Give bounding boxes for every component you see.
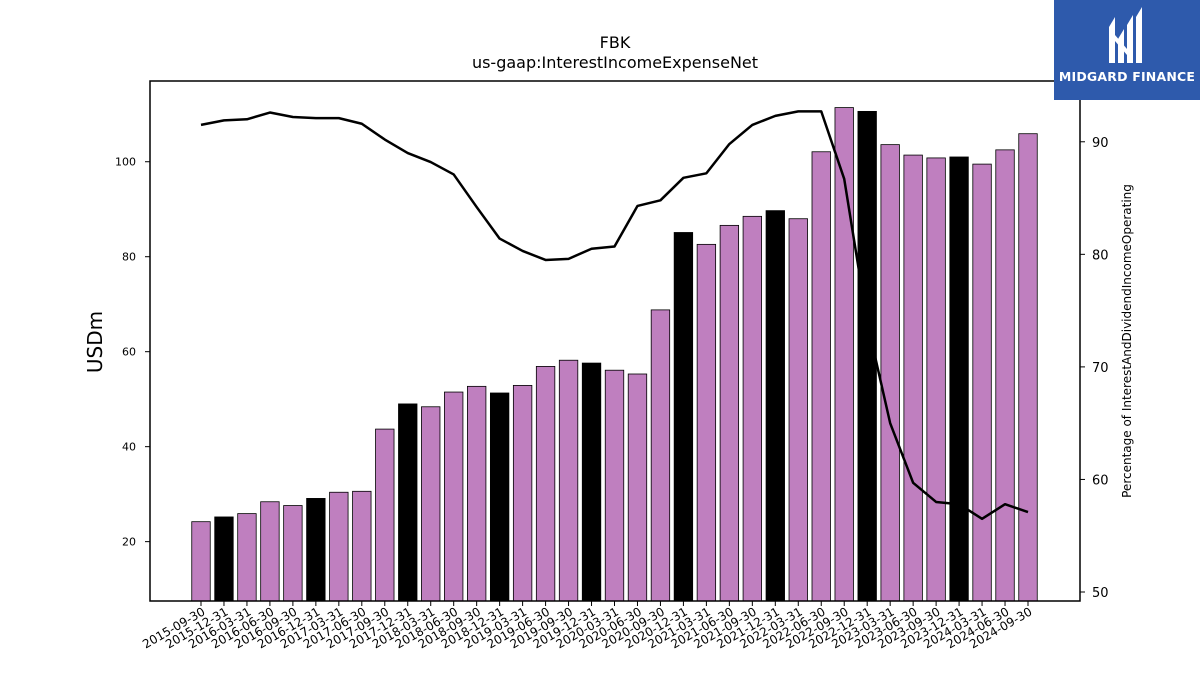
bar-2018-12-31 [489, 392, 510, 602]
bar-2021-06-30 [719, 224, 740, 602]
bar-2019-03-31 [512, 384, 533, 602]
bar-2015-09-30 [191, 521, 211, 602]
bar-2016-06-30 [260, 501, 280, 602]
bar-2022-12-31 [857, 110, 877, 602]
bar-2022-03-31 [788, 218, 808, 602]
bars-layer [191, 107, 1038, 602]
bar-2024-03-31 [972, 163, 992, 602]
bar-2019-12-31 [581, 362, 602, 602]
y2-tick-label: 70 [1092, 361, 1109, 376]
bar-2023-03-31 [880, 144, 900, 602]
midgard-logo-icon [1109, 7, 1142, 63]
bar-2015-12-31 [214, 516, 234, 602]
bar-2018-06-30 [444, 391, 464, 602]
y-tick-label: 80 [122, 251, 136, 264]
bar-2020-06-30 [627, 373, 648, 602]
bar-2017-09-30 [375, 428, 395, 602]
percentage-line [200, 110, 1029, 521]
bar-2023-12-31 [949, 156, 969, 602]
bar-2018-09-30 [467, 385, 487, 602]
y2-tick-label: 50 [1092, 586, 1109, 601]
bar-2020-03-31 [604, 369, 625, 602]
y-tick-label: 60 [122, 346, 136, 359]
bar-2021-09-30 [742, 215, 762, 602]
chart-subtitle: us-gaap:InterestIncomeExpenseNet [472, 53, 758, 72]
y2-axis-label: Percentage of InterestAndDividendIncomeO… [1120, 184, 1134, 498]
bar-2016-12-31 [306, 498, 326, 602]
y-tick-label: 40 [122, 441, 136, 454]
bar-2017-03-31 [329, 491, 349, 602]
bar-2017-12-31 [398, 403, 418, 602]
logo-text: MIDGARD FINANCE [1058, 69, 1196, 84]
bar-2023-06-30 [903, 154, 923, 602]
y2-tick-label: 60 [1092, 473, 1109, 488]
y-tick-label: 100 [115, 156, 136, 169]
bar-2016-03-31 [237, 513, 257, 602]
bar-2016-09-30 [283, 505, 303, 602]
right-axis: 50 60 70 80 90 [1080, 136, 1109, 601]
x-axis: 2015-09-302015-12-312016-03-312016-06-30… [140, 601, 1035, 651]
chart-title: FBK [600, 33, 631, 52]
y-tick-label: 20 [122, 536, 136, 549]
bar-2024-06-30 [995, 149, 1015, 602]
bar-2022-06-30 [811, 151, 831, 602]
bar-2019-09-30 [558, 359, 579, 602]
bar-2019-06-30 [535, 366, 556, 602]
y2-tick-label: 80 [1092, 248, 1109, 263]
y-axis-label: USDm [83, 311, 107, 373]
bar-2023-09-30 [926, 157, 946, 602]
bar-2021-03-31 [696, 243, 717, 602]
bar-2018-03-31 [421, 406, 441, 602]
bar-2020-12-31 [673, 232, 694, 602]
bar-2024-09-30 [1018, 133, 1038, 602]
bar-2017-06-30 [352, 490, 372, 602]
midgard-finance-logo: MIDGARD FINANCE [1054, 0, 1200, 100]
y2-tick-label: 90 [1092, 136, 1109, 151]
left-axis: 20 40 60 80 100 [115, 156, 150, 549]
bar-2021-12-31 [765, 210, 785, 602]
bar-2020-09-30 [650, 309, 671, 602]
